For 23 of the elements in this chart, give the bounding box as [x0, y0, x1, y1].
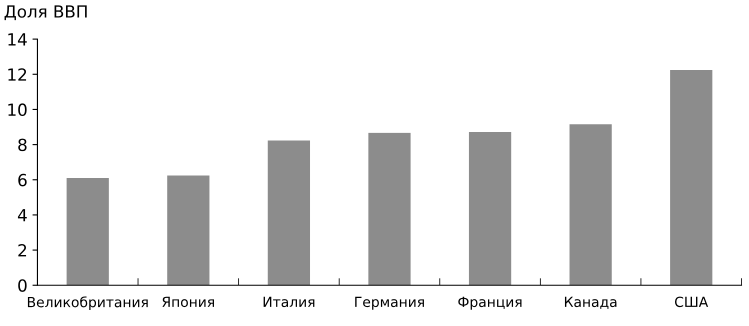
x-tick-label: Италия — [264, 296, 314, 308]
bar — [167, 176, 210, 286]
x-tick-label: Германия — [355, 296, 424, 310]
bar — [570, 124, 612, 286]
y-tick-label: 2 — [18, 244, 26, 256]
y-tick-label: 0 — [18, 279, 27, 292]
y-tick-label: 14 — [8, 33, 27, 46]
x-tick-label: Франция — [458, 296, 522, 310]
bar — [368, 132, 411, 286]
y-tick-label: 12 — [8, 68, 26, 81]
y-tick-label: 4 — [18, 209, 27, 222]
bar — [468, 132, 512, 286]
bar — [66, 178, 109, 286]
x-tick-label: Япония — [162, 296, 214, 308]
y-axis-title: Доля ВВП — [4, 5, 87, 20]
x-tick-label: Великобритания — [28, 296, 148, 310]
y-tick-label: 8 — [18, 138, 27, 152]
bar — [670, 70, 712, 286]
bar — [268, 140, 310, 286]
y-tick-label: 10 — [8, 103, 27, 116]
x-tick-label: США — [674, 296, 708, 308]
x-tick-label: Канада — [564, 296, 616, 309]
y-tick-label: 6 — [18, 174, 27, 186]
